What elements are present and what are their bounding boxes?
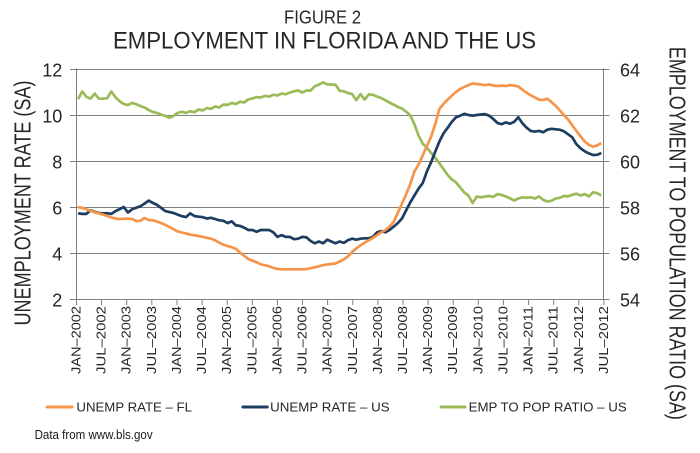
svg-text:JUL–2007: JUL–2007 bbox=[346, 306, 360, 374]
svg-text:JUL–2002: JUL–2002 bbox=[95, 306, 109, 374]
svg-text:JUL–2011: JUL–2011 bbox=[547, 306, 561, 374]
svg-text:JAN–2009: JAN–2009 bbox=[421, 306, 435, 374]
svg-text:Data from www.bls.gov: Data from www.bls.gov bbox=[35, 428, 154, 442]
svg-text:UNEMP RATE – US: UNEMP RATE – US bbox=[270, 400, 390, 415]
svg-text:EMP TO POP RATIO – US: EMP TO POP RATIO – US bbox=[469, 400, 627, 415]
svg-text:FIGURE 2: FIGURE 2 bbox=[284, 8, 361, 28]
svg-text:JUL–2008: JUL–2008 bbox=[396, 306, 410, 374]
svg-text:64: 64 bbox=[620, 60, 640, 80]
svg-text:JUL–2006: JUL–2006 bbox=[296, 306, 310, 374]
svg-text:JAN–2006: JAN–2006 bbox=[270, 306, 284, 374]
svg-text:10: 10 bbox=[42, 106, 62, 126]
svg-text:JAN–2005: JAN–2005 bbox=[220, 306, 234, 374]
svg-text:JAN–2011: JAN–2011 bbox=[522, 306, 536, 374]
svg-text:JUL–2003: JUL–2003 bbox=[145, 306, 159, 374]
svg-text:JAN–2008: JAN–2008 bbox=[371, 306, 385, 374]
svg-text:UNEMP RATE – FL: UNEMP RATE – FL bbox=[76, 400, 192, 415]
svg-text:6: 6 bbox=[52, 198, 62, 218]
svg-text:JAN–2012: JAN–2012 bbox=[572, 306, 586, 374]
svg-text:EMPLOYMENT TO POPULATION RATIO: EMPLOYMENT TO POPULATION RATIO (SA) bbox=[665, 47, 691, 420]
svg-text:62: 62 bbox=[620, 106, 640, 126]
svg-text:JAN–2010: JAN–2010 bbox=[471, 306, 485, 374]
svg-text:54: 54 bbox=[620, 290, 640, 310]
svg-text:JUL–2009: JUL–2009 bbox=[446, 306, 460, 374]
svg-text:JAN–2004: JAN–2004 bbox=[170, 306, 184, 374]
svg-text:8: 8 bbox=[52, 152, 62, 172]
svg-text:JUL–2005: JUL–2005 bbox=[245, 306, 259, 374]
svg-text:4: 4 bbox=[52, 244, 62, 264]
svg-text:58: 58 bbox=[620, 198, 640, 218]
svg-text:12: 12 bbox=[42, 60, 62, 80]
svg-text:JAN–2007: JAN–2007 bbox=[321, 306, 335, 374]
svg-text:2: 2 bbox=[52, 290, 62, 310]
svg-text:JUL–2004: JUL–2004 bbox=[195, 306, 209, 374]
svg-text:JAN–2003: JAN–2003 bbox=[120, 306, 134, 374]
svg-text:UNEMPLOYMENT RATE (SA): UNEMPLOYMENT RATE (SA) bbox=[10, 81, 36, 326]
svg-text:JUL–2010: JUL–2010 bbox=[496, 306, 510, 374]
svg-text:EMPLOYMENT IN FLORIDA AND THE: EMPLOYMENT IN FLORIDA AND THE US bbox=[113, 28, 536, 55]
svg-text:60: 60 bbox=[620, 152, 640, 172]
svg-text:JUL–2012: JUL–2012 bbox=[597, 306, 611, 374]
svg-text:JAN–2002: JAN–2002 bbox=[70, 306, 84, 374]
svg-text:56: 56 bbox=[620, 244, 640, 264]
